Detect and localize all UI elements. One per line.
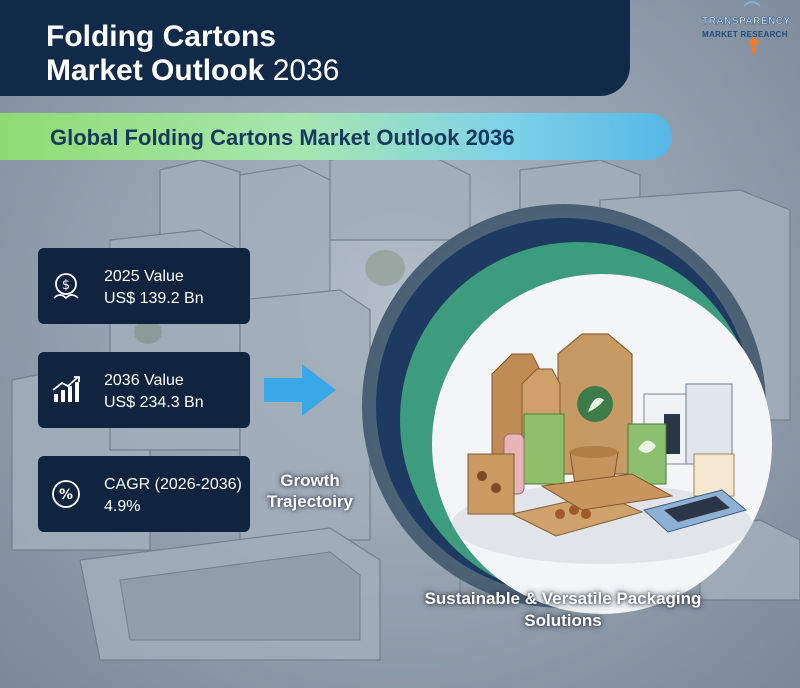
title-year: 2036 [272,54,340,87]
packaging-products-illustration [432,274,772,614]
logo-text-line-1: TRANSPARENCY [702,16,791,28]
title-line-2: Market Outlook [46,54,265,87]
stat-card-2025-value: $ 2025 Value US$ 139.2 Bn [38,248,250,324]
header-bar: Folding Cartons Market Outlook 2036 [0,0,630,96]
products-circle [362,204,772,614]
growth-trajectory-label: Growth Trajectoiry [267,471,353,511]
stat-label: CAGR (2026-2036) [104,476,242,493]
stat-value: 4.9% [104,498,141,515]
bar-chart-growth-icon [52,376,80,402]
stat-value: US$ 234.3 Bn [104,394,204,411]
percent-icon: % [52,480,80,508]
stat-label: 2036 Value [104,372,184,389]
dollar-leaf-icon: $ [53,273,79,300]
logo-mark-icon [743,1,761,54]
subtitle-banner: Global Folding Cartons Market Outlook 20… [0,113,672,160]
banner-title: Global Folding Cartons Market Outlook 20… [50,125,515,150]
tagline: Sustainable & Versatile Packaging Soluti… [424,589,702,630]
right-arrow-icon [264,364,336,416]
stat-label: 2025 Value [104,268,184,285]
page-title: Folding Cartons Market Outlook 2036 [46,20,339,88]
stat-card-2036-value: 2036 Value US$ 234.3 Bn [38,352,250,428]
svg-text:$: $ [62,278,70,293]
brand-logo: TRANSPARENCY MARKET RESEARCH [700,0,798,58]
svg-text:%: % [59,487,73,503]
stat-value: US$ 139.2 Bn [104,290,204,307]
title-line-1: Folding Cartons [46,20,276,53]
logo-text-line-2: MARKET RESEARCH [702,30,788,39]
stat-card-cagr: % CAGR (2026-2036) 4.9% [38,456,250,532]
